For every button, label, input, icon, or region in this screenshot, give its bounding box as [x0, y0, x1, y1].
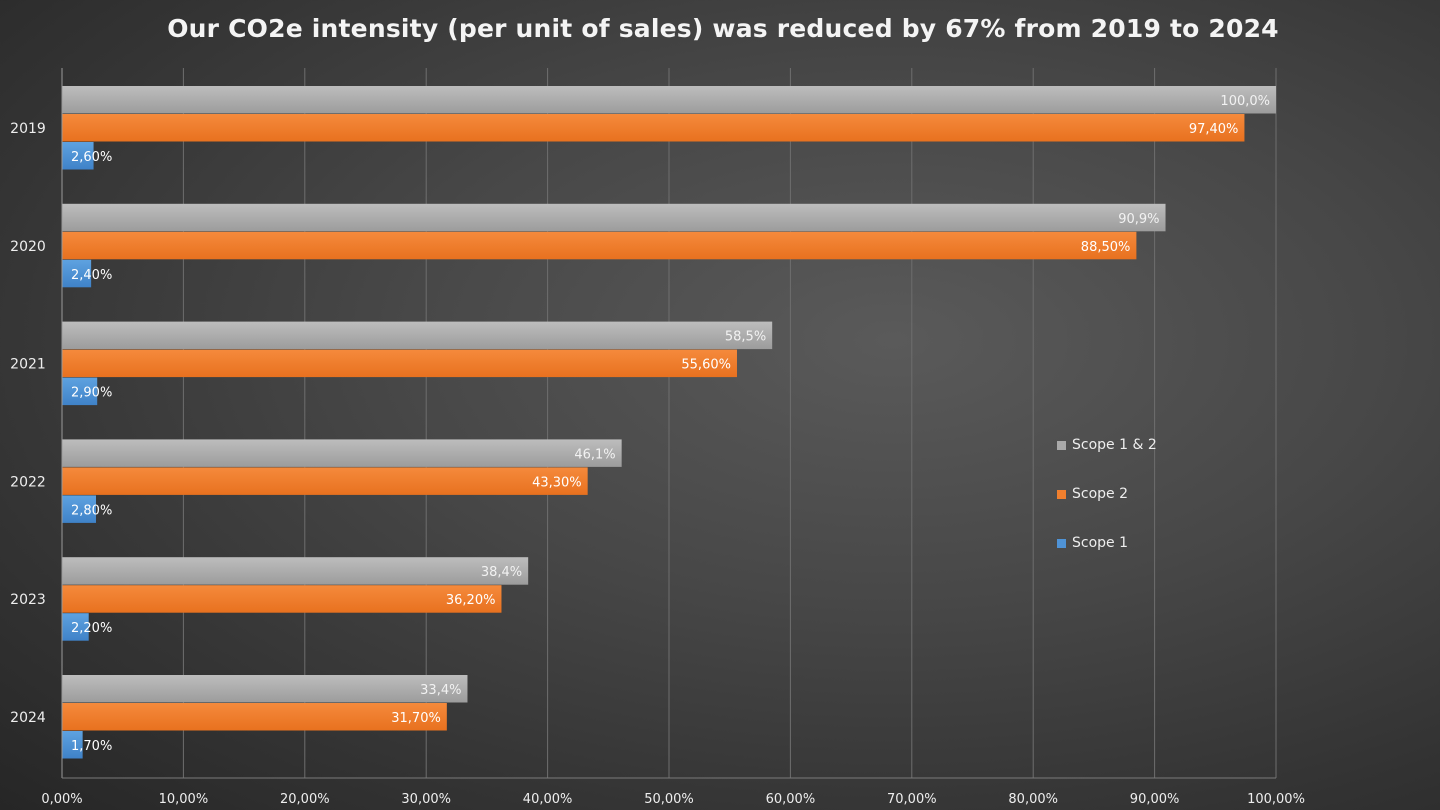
x-tick-label: 30,00% [401, 792, 451, 807]
y-category-label: 2024 [10, 710, 46, 726]
data-label-scope-1: 2,40% [71, 268, 112, 283]
data-label-scope-1: 2,90% [71, 386, 112, 401]
data-label-scope-2: 43,30% [532, 475, 582, 490]
legend-swatch-scope-1-2 [1057, 440, 1066, 450]
data-labels: 100,0% 97,40% 2,60% 90,9% 88,50% 2,40% 58,5% 55… [71, 94, 1270, 754]
bar-scope-2 [62, 114, 1245, 142]
data-label-scope-1: 2,20% [71, 621, 112, 636]
x-tick-label: 50,00% [644, 792, 694, 807]
bar-scope-1 [62, 613, 89, 641]
legend-swatch-scope-2 [1057, 489, 1066, 499]
bar-scope-1-2 [62, 439, 622, 467]
y-category-label: 2023 [10, 592, 46, 608]
bar-scope-1-2 [62, 675, 468, 703]
bar-scope-1-2 [62, 557, 529, 585]
legend-label-scope-2: Scope 2 [1072, 486, 1129, 502]
bar-scope-1-2 [62, 321, 773, 350]
legend-item-scope-1: Scope 1 [1057, 533, 1217, 553]
data-label-scope-1-2: 33,4% [420, 683, 461, 698]
data-label-scope-2: 88,50% [1081, 240, 1131, 255]
bar-scope-2 [62, 703, 447, 731]
data-label-scope-2: 55,60% [681, 358, 731, 373]
data-label-scope-1-2: 100,0% [1220, 94, 1270, 109]
bar-scope-2 [62, 585, 502, 613]
data-label-scope-2: 97,40% [1189, 122, 1239, 137]
gridlines [182, 68, 1277, 778]
bar-scope-1 [62, 377, 98, 406]
data-label-scope-1-2: 90,9% [1118, 212, 1159, 227]
legend-label-scope-1-2: Scope 1 & 2 [1072, 437, 1157, 453]
x-tick-label: 70,00% [887, 792, 937, 807]
bar-scope-2 [62, 467, 588, 495]
axes: 0,00% 10,00% 20,00% 30,00% 40,00% 50,00% 60,00… [10, 68, 1305, 807]
bar-scope-2 [62, 231, 1137, 260]
bar-scope-1-2 [62, 86, 1276, 114]
bar-scope-1 [62, 142, 94, 170]
data-label-scope-1: 1,70% [71, 739, 112, 754]
y-category-label: 2019 [10, 121, 46, 137]
data-label-scope-1: 2,80% [71, 503, 112, 518]
x-tick-label: 10,00% [159, 792, 209, 807]
x-tick-label: 40,00% [523, 792, 573, 807]
bars [62, 86, 1276, 759]
legend-item-scope-2: Scope 2 [1057, 484, 1217, 504]
data-label-scope-1-2: 38,4% [481, 565, 522, 580]
data-label-scope-1-2: 46,1% [574, 447, 615, 462]
x-tick-label: 0,00% [41, 792, 82, 807]
data-label-scope-1: 2,60% [71, 150, 112, 165]
bar-scope-1 [62, 495, 96, 523]
x-tick-label: 90,00% [1130, 792, 1180, 807]
y-category-label: 2021 [10, 357, 46, 373]
legend-swatch-scope-1 [1057, 538, 1066, 548]
x-tick-label: 80,00% [1008, 792, 1058, 807]
x-tick-label: 100,00% [1247, 792, 1305, 807]
legend: Scope 1 & 2 Scope 2 Scope 1 [1057, 435, 1217, 582]
bar-scope-2 [62, 349, 737, 378]
y-category-label: 2022 [10, 474, 46, 490]
bar-scope-1 [62, 731, 83, 759]
x-tick-label: 20,00% [280, 792, 330, 807]
data-label-scope-2: 36,20% [446, 593, 496, 608]
legend-item-scope-1-2: Scope 1 & 2 [1057, 435, 1217, 455]
legend-label-scope-1: Scope 1 [1072, 535, 1129, 551]
chart-title: Our CO2e intensity (per unit of sales) w… [167, 14, 1279, 43]
data-label-scope-1-2: 58,5% [725, 330, 766, 345]
bar-scope-1-2 [62, 203, 1166, 232]
bar-scope-1 [62, 259, 92, 288]
y-category-label: 2020 [10, 239, 46, 255]
x-tick-label: 60,00% [766, 792, 816, 807]
data-label-scope-2: 31,70% [391, 711, 441, 726]
